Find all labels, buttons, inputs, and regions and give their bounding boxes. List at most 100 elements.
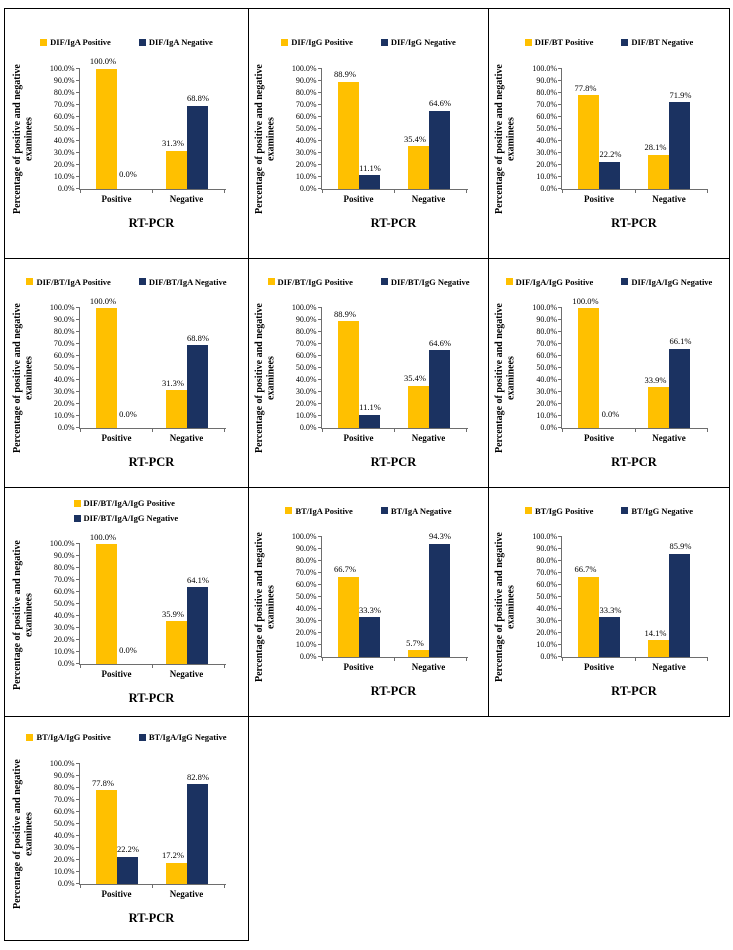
legend-item-negative: DIF/BT/IgA Negative xyxy=(138,277,227,287)
x-tick-mark xyxy=(79,428,81,432)
y-tick-mark xyxy=(317,67,322,69)
plot-area: 0.0% 10.0% 20.0% 30.0% 40.0% 50.0% 60.0% 70.0% 8… xyxy=(532,533,708,672)
legend-swatch-negative xyxy=(380,278,388,286)
legend-item-positive: BT/IgA Positive xyxy=(285,506,353,516)
bar-negative-negative xyxy=(669,102,690,189)
y-tick-label: 30.0% xyxy=(536,147,557,157)
bar-value-label: 28.1% xyxy=(644,142,667,153)
y-tick-label: 0.0% xyxy=(299,183,317,193)
y-tick-label: 20.0% xyxy=(295,399,317,408)
y-tick-mark xyxy=(75,391,80,392)
legend-item-positive: DIF/BT Positive xyxy=(524,38,593,47)
y-tick-label: 100.0% xyxy=(532,63,557,73)
x-tick-mark xyxy=(224,428,225,432)
bar-negative-positive xyxy=(358,414,380,428)
x-tick-mark xyxy=(152,188,153,193)
bar-value-label: 22.2% xyxy=(117,844,139,855)
chart-body: Percentage of positive and negative exam… xyxy=(12,524,242,705)
y-tick-label: 50.0% xyxy=(53,123,75,133)
y-tick-mark xyxy=(75,163,80,165)
legend-swatch-positive xyxy=(281,38,289,46)
bar-value-label: 68.8% xyxy=(187,93,209,104)
bar-negative-positive xyxy=(599,161,620,189)
chart-cell-1: DIF/IgA Positive DIF/IgA Negative Percenta… xyxy=(4,8,249,259)
y-tick-mark xyxy=(317,644,322,645)
y-tick-label: 80.0% xyxy=(295,556,317,565)
y-tick-mark xyxy=(75,91,80,93)
y-tick-mark xyxy=(558,67,562,69)
bar-negative-positive xyxy=(116,856,138,884)
y-tick-mark xyxy=(317,632,322,633)
legend-swatch-negative xyxy=(138,278,146,286)
x-tick-mark xyxy=(394,428,395,432)
chart-body: Percentage of positive and negative exam… xyxy=(12,744,242,925)
bar-negative-negative xyxy=(186,784,208,884)
legend-swatch-positive xyxy=(73,500,81,507)
y-tick-mark xyxy=(75,415,80,416)
x-tick-mark xyxy=(634,428,636,432)
y-tick-mark xyxy=(558,307,562,308)
y-tick-mark xyxy=(75,103,80,105)
bar-positive-positive xyxy=(95,68,117,189)
y-tick-label: 30.0% xyxy=(53,147,75,157)
legend-item-negative: BT/IgA/IgG Negative xyxy=(138,733,227,742)
y-tick-mark xyxy=(317,139,322,141)
x-tick-mark xyxy=(562,657,563,661)
x-tick-mark xyxy=(562,188,563,193)
y-tick-mark xyxy=(317,427,322,428)
legend-item-positive: DIF/BT/IgG Positive xyxy=(267,277,353,287)
bar-value-label: 31.3% xyxy=(162,138,184,149)
x-tick-mark xyxy=(79,664,81,669)
y-tick-label: 80.0% xyxy=(536,556,557,565)
y-tick-label: 70.0% xyxy=(53,99,75,109)
x-tick-mark xyxy=(152,883,153,888)
y-tick-mark xyxy=(75,846,80,848)
chart-cell-8: BT/IgA Positive BT/IgA Negative Percentage… xyxy=(248,487,489,717)
chart-cell-3: DIF/BT Positive DIF/BT Negative Percentage… xyxy=(488,8,730,259)
y-tick-mark xyxy=(558,415,562,416)
y-tick-label: 0.0% xyxy=(299,652,317,661)
bar-positive-positive xyxy=(95,790,117,884)
y-tick-label: 60.0% xyxy=(53,351,75,360)
x-tick-mark xyxy=(634,188,636,193)
chart-body: Percentage of positive and negative exam… xyxy=(12,288,242,469)
y-tick-mark xyxy=(558,560,562,561)
y-tick-mark xyxy=(558,79,562,81)
category-label: Negative xyxy=(652,662,686,672)
y-tick-mark xyxy=(75,579,80,581)
bar-value-label: 64.6% xyxy=(429,337,451,348)
legend: DIF/IgG Positive DIF/IgG Negative xyxy=(254,38,484,47)
bar-positive-positive xyxy=(578,95,599,189)
y-tick-label: 20.0% xyxy=(536,628,557,637)
y-tick-label: 0.0% xyxy=(540,652,557,661)
y-tick-mark xyxy=(317,608,322,609)
y-tick-mark xyxy=(75,810,80,812)
y-tick-mark xyxy=(558,343,562,344)
y-tick-label: 80.0% xyxy=(53,87,75,97)
y-axis-label: Percentage of positive and negative exam… xyxy=(11,539,35,690)
legend: DIF/IgA Positive DIF/IgA Negative xyxy=(12,38,242,47)
y-tick-mark xyxy=(75,882,80,884)
y-tick-mark xyxy=(317,596,322,597)
plot-column: 0.0% 10.0% 20.0% 30.0% 40.0% 50.0% 60.0% 70.0% 8… xyxy=(35,524,242,705)
legend-label-positive: BT/IgG Positive xyxy=(535,505,594,516)
category-label: Negative xyxy=(411,193,446,204)
legend-item-positive: DIF/IgG Positive xyxy=(281,38,353,47)
legend-swatch-positive xyxy=(26,278,34,286)
bar-value-label: 66.7% xyxy=(574,564,597,575)
plot-area: 0.0% 10.0% 20.0% 30.0% 40.0% 50.0% 60.0% 70.0% 8… xyxy=(292,304,468,443)
y-tick-mark xyxy=(317,548,322,549)
bar-negative-negative xyxy=(669,553,690,657)
bar-positive-negative xyxy=(407,385,429,428)
y-tick-label: 30.0% xyxy=(536,616,557,625)
plot-row: 0.0% 10.0% 20.0% 30.0% 40.0% 50.0% 60.0% 70.0% 8… xyxy=(532,296,708,443)
legend-item-negative: BT/IgG Negative xyxy=(621,506,693,516)
legend-swatch-negative xyxy=(380,507,388,515)
category-label: Positive xyxy=(584,433,614,443)
bar-value-label: 33.3% xyxy=(359,604,381,615)
y-tick-mark xyxy=(317,343,322,344)
category-label: Positive xyxy=(101,669,132,680)
y-tick-label: 30.0% xyxy=(53,842,75,852)
bar-value-label: 71.9% xyxy=(669,89,692,100)
y-tick-mark xyxy=(558,644,562,645)
